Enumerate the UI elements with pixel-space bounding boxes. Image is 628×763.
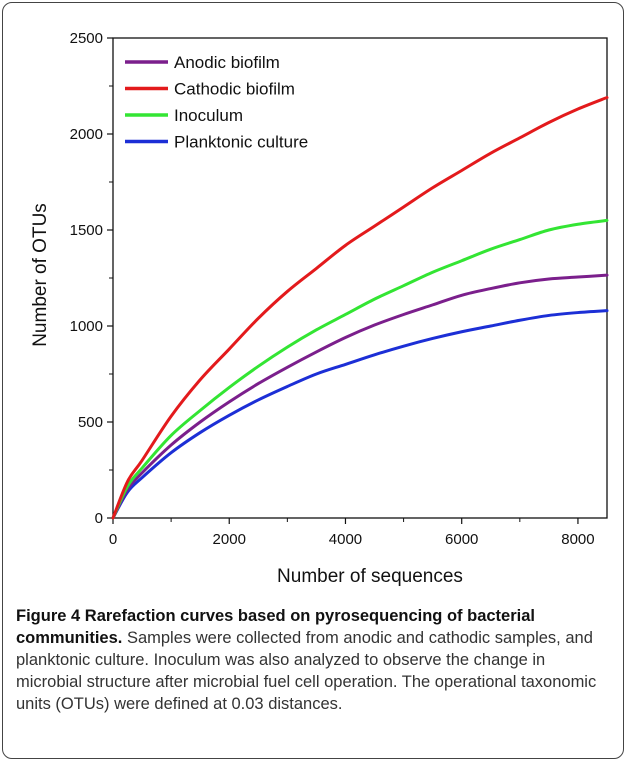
legend-label: Inoculum — [174, 106, 243, 125]
x-axis-label: Number of sequences — [277, 566, 463, 587]
x-tick-label: 8000 — [561, 531, 594, 548]
series-line-inoculum — [111, 218, 609, 520]
y-tick-label: 1000 — [70, 318, 103, 335]
series-line-anodic-biofilm — [111, 273, 609, 520]
chart-axes: 0 2000 4000 6000 8000 0 500 1000 1500 2000 2500 — [70, 30, 608, 548]
x-tick-label: 0 — [109, 531, 117, 548]
y-tick-label: 500 — [78, 414, 103, 431]
y-tick-label: 0 — [95, 510, 103, 527]
x-tick-label: 6000 — [445, 531, 478, 548]
x-tick-label: 2000 — [213, 531, 246, 548]
series-line-planktonic-culture — [111, 309, 609, 520]
caption-title: Rarefaction curves based on pyrosequenci… — [16, 607, 535, 647]
chart-legend: Anodic biofilm Cathodic biofilm Inoculum Pl… — [125, 53, 308, 152]
legend-label: Planktonic culture — [174, 133, 308, 152]
series-line-cathodic-biofilm — [111, 96, 609, 520]
y-axis-label: Number of OTUs — [30, 203, 51, 347]
chart-series-lines — [111, 96, 609, 520]
caption-label: Figure 4 — [16, 607, 81, 625]
y-tick-label: 2000 — [70, 126, 103, 143]
legend-label: Cathodic biofilm — [174, 80, 295, 99]
caption-text: Samples were collected from anodic and c… — [16, 629, 597, 713]
figure-caption: Figure 4 Rarefaction curves based on pyr… — [16, 605, 612, 715]
x-tick-label: 4000 — [329, 531, 362, 548]
legend-label: Anodic biofilm — [174, 53, 280, 72]
rarefaction-chart: 0 2000 4000 6000 8000 0 500 1000 1500 2000 2500 An… — [30, 30, 609, 587]
y-tick-label: 2500 — [70, 30, 103, 47]
y-tick-label: 1500 — [70, 222, 103, 239]
